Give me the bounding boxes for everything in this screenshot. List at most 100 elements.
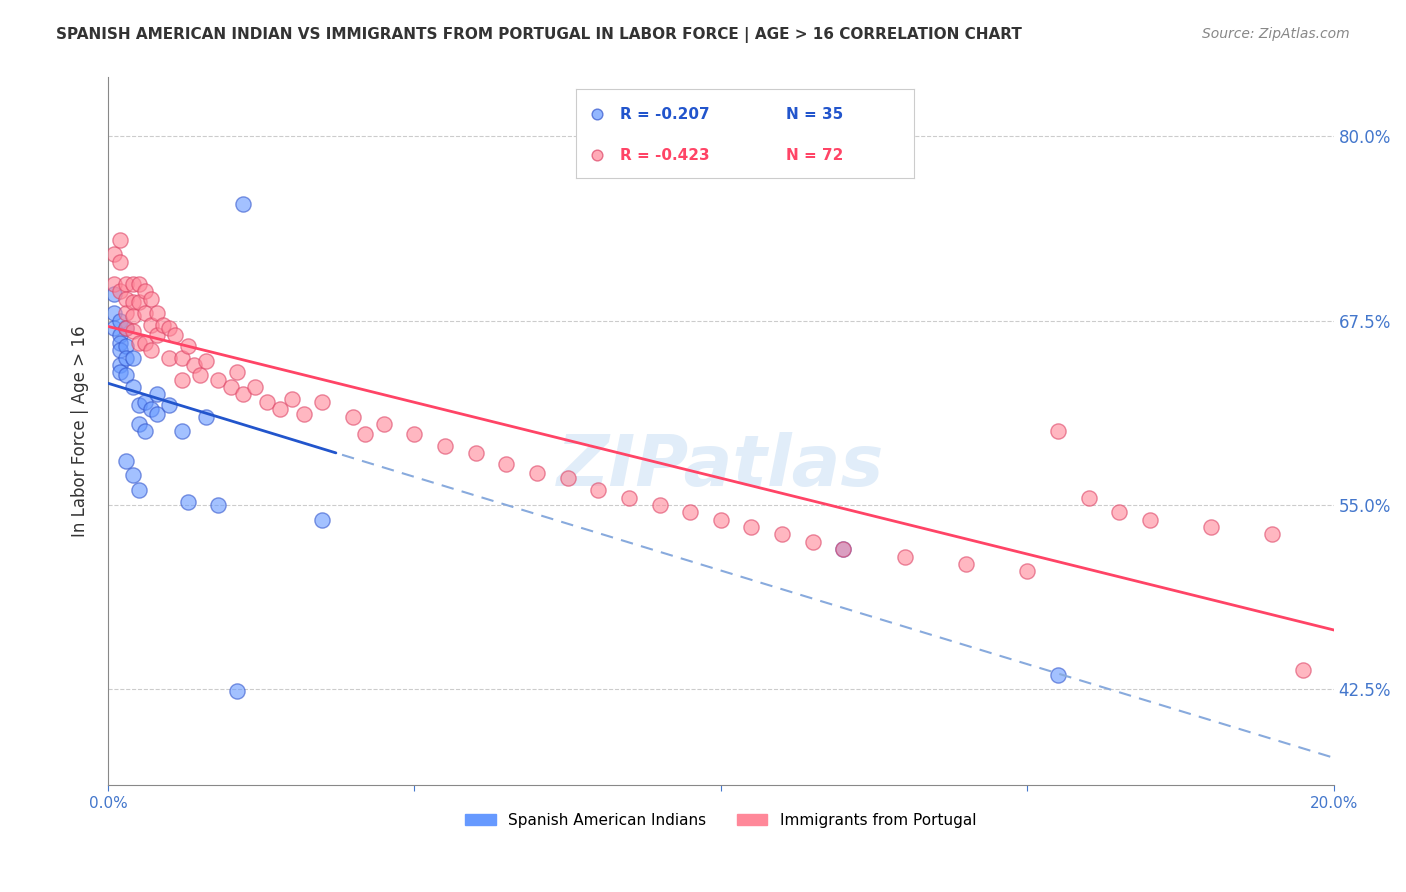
Point <box>292 407 315 421</box>
Point <box>586 483 609 498</box>
Text: R = -0.423: R = -0.423 <box>620 148 710 162</box>
Point <box>219 380 242 394</box>
Point <box>146 306 169 320</box>
Point <box>103 247 125 261</box>
Point <box>740 520 762 534</box>
Point <box>1199 520 1222 534</box>
Point <box>183 358 205 372</box>
Point <box>110 343 132 358</box>
Point <box>157 321 180 335</box>
Point <box>128 294 150 309</box>
Point <box>207 498 229 512</box>
Point <box>195 409 218 424</box>
Point <box>832 542 855 557</box>
Point <box>170 373 193 387</box>
Point <box>1292 663 1315 677</box>
Point <box>225 365 247 379</box>
Point <box>134 335 156 350</box>
Point <box>207 373 229 387</box>
Point <box>269 402 291 417</box>
Point <box>195 353 218 368</box>
Point <box>770 527 793 541</box>
Point <box>146 407 169 421</box>
Point <box>710 513 733 527</box>
Point <box>128 335 150 350</box>
Point <box>139 292 162 306</box>
Point <box>121 277 143 291</box>
Point <box>585 107 607 121</box>
Point <box>115 351 138 365</box>
Point <box>128 277 150 291</box>
Point <box>121 468 143 483</box>
Point <box>128 398 150 412</box>
Point <box>955 557 977 571</box>
Point <box>115 321 138 335</box>
Point <box>103 321 125 335</box>
Point <box>1108 505 1130 519</box>
Point <box>1077 491 1099 505</box>
Point <box>464 446 486 460</box>
Point <box>281 392 304 406</box>
Point <box>103 277 125 291</box>
Text: N = 35: N = 35 <box>786 107 844 121</box>
Point <box>103 306 125 320</box>
Point <box>1046 424 1069 438</box>
Point <box>115 339 138 353</box>
Point <box>146 328 169 343</box>
Point <box>243 380 266 394</box>
Point <box>893 549 915 564</box>
Point <box>121 294 143 309</box>
Point <box>121 324 143 338</box>
Point <box>311 394 333 409</box>
Point <box>110 284 132 298</box>
Y-axis label: In Labor Force | Age > 16: In Labor Force | Age > 16 <box>72 326 89 537</box>
Point <box>354 427 377 442</box>
Point <box>170 424 193 438</box>
Point <box>121 380 143 394</box>
Point <box>128 417 150 431</box>
Point <box>115 306 138 320</box>
Point <box>115 292 138 306</box>
Point <box>146 387 169 401</box>
Text: N = 72: N = 72 <box>786 148 844 162</box>
Point <box>110 254 132 268</box>
Text: ZIPatlas: ZIPatlas <box>557 432 884 501</box>
Point <box>170 351 193 365</box>
Point <box>134 306 156 320</box>
Point <box>232 387 254 401</box>
Point <box>585 148 607 162</box>
Point <box>115 321 138 335</box>
Point <box>115 368 138 383</box>
Point <box>176 339 198 353</box>
Point <box>434 439 457 453</box>
Point <box>128 483 150 498</box>
Point <box>832 542 855 557</box>
Point <box>404 427 426 442</box>
Point <box>526 466 548 480</box>
Point <box>110 365 132 379</box>
Point <box>617 491 640 505</box>
Point <box>188 368 211 383</box>
Point <box>134 284 156 298</box>
Point <box>225 683 247 698</box>
Point <box>1139 513 1161 527</box>
Point <box>121 351 143 365</box>
Point <box>373 417 395 431</box>
Point <box>115 454 138 468</box>
Point <box>165 328 187 343</box>
Text: R = -0.207: R = -0.207 <box>620 107 710 121</box>
Point <box>342 409 364 424</box>
Point <box>139 402 162 417</box>
Point <box>232 197 254 211</box>
Point <box>157 351 180 365</box>
Point <box>256 394 278 409</box>
Point <box>801 534 824 549</box>
Point <box>1017 564 1039 578</box>
Point <box>110 328 132 343</box>
Point <box>557 471 579 485</box>
Point <box>648 498 671 512</box>
Point <box>679 505 702 519</box>
Point <box>110 335 132 350</box>
Point <box>176 495 198 509</box>
Point <box>157 398 180 412</box>
